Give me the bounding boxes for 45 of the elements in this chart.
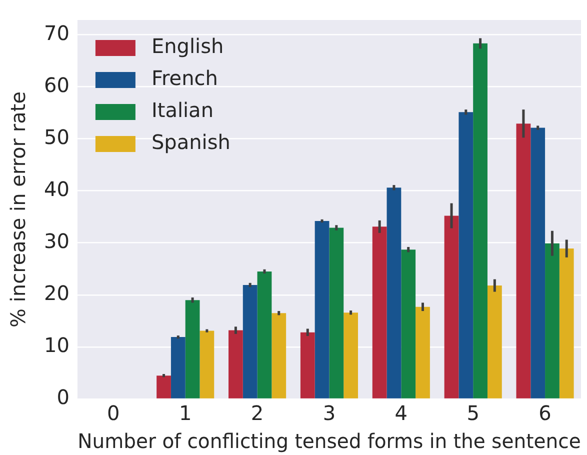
bar <box>314 220 330 398</box>
legend-label: English <box>151 34 224 58</box>
bar <box>530 128 546 398</box>
y-tick-label: 40 <box>44 176 70 201</box>
y-tick-label: 60 <box>44 72 70 97</box>
x-axis-title: Number of conflicting tensed forms in the sentence <box>78 430 581 454</box>
y-tick-label: 30 <box>44 229 70 254</box>
bar <box>170 337 186 398</box>
x-tick-label: 3 <box>322 401 336 426</box>
bar <box>228 330 243 398</box>
bar <box>458 112 474 398</box>
legend-label: Spanish <box>151 130 230 154</box>
bar <box>416 306 430 398</box>
bar <box>401 250 416 398</box>
x-tick-label: 6 <box>538 401 552 426</box>
bar <box>156 376 171 398</box>
bar <box>386 188 402 398</box>
bar <box>257 271 272 398</box>
bar <box>300 332 315 398</box>
y-tick-label: 10 <box>44 333 70 358</box>
bar <box>516 124 531 398</box>
bar <box>444 216 459 398</box>
bar <box>473 43 488 398</box>
y-tick-label: 50 <box>44 124 70 149</box>
y-tick-label: 20 <box>44 281 70 306</box>
x-tick-label: 5 <box>466 401 480 426</box>
y-tick-label: 70 <box>44 20 70 45</box>
y-tick-label: 0 <box>56 385 70 410</box>
x-tick-label: 4 <box>394 401 408 426</box>
y-axis-title: % increase in error rate <box>6 91 30 328</box>
x-tick-label: 1 <box>178 401 192 426</box>
legend-label: Italian <box>151 98 214 122</box>
bar <box>200 330 214 398</box>
x-tick-label: 0 <box>107 401 120 426</box>
bar <box>344 312 358 398</box>
bar <box>545 243 560 398</box>
x-tick-label: 2 <box>250 401 264 426</box>
bar <box>559 248 574 398</box>
bar <box>272 313 286 398</box>
bar <box>487 286 502 398</box>
bar <box>242 284 258 398</box>
bar <box>185 300 200 398</box>
bar <box>329 228 344 398</box>
bar <box>372 226 387 398</box>
legend-label: French <box>151 66 218 90</box>
